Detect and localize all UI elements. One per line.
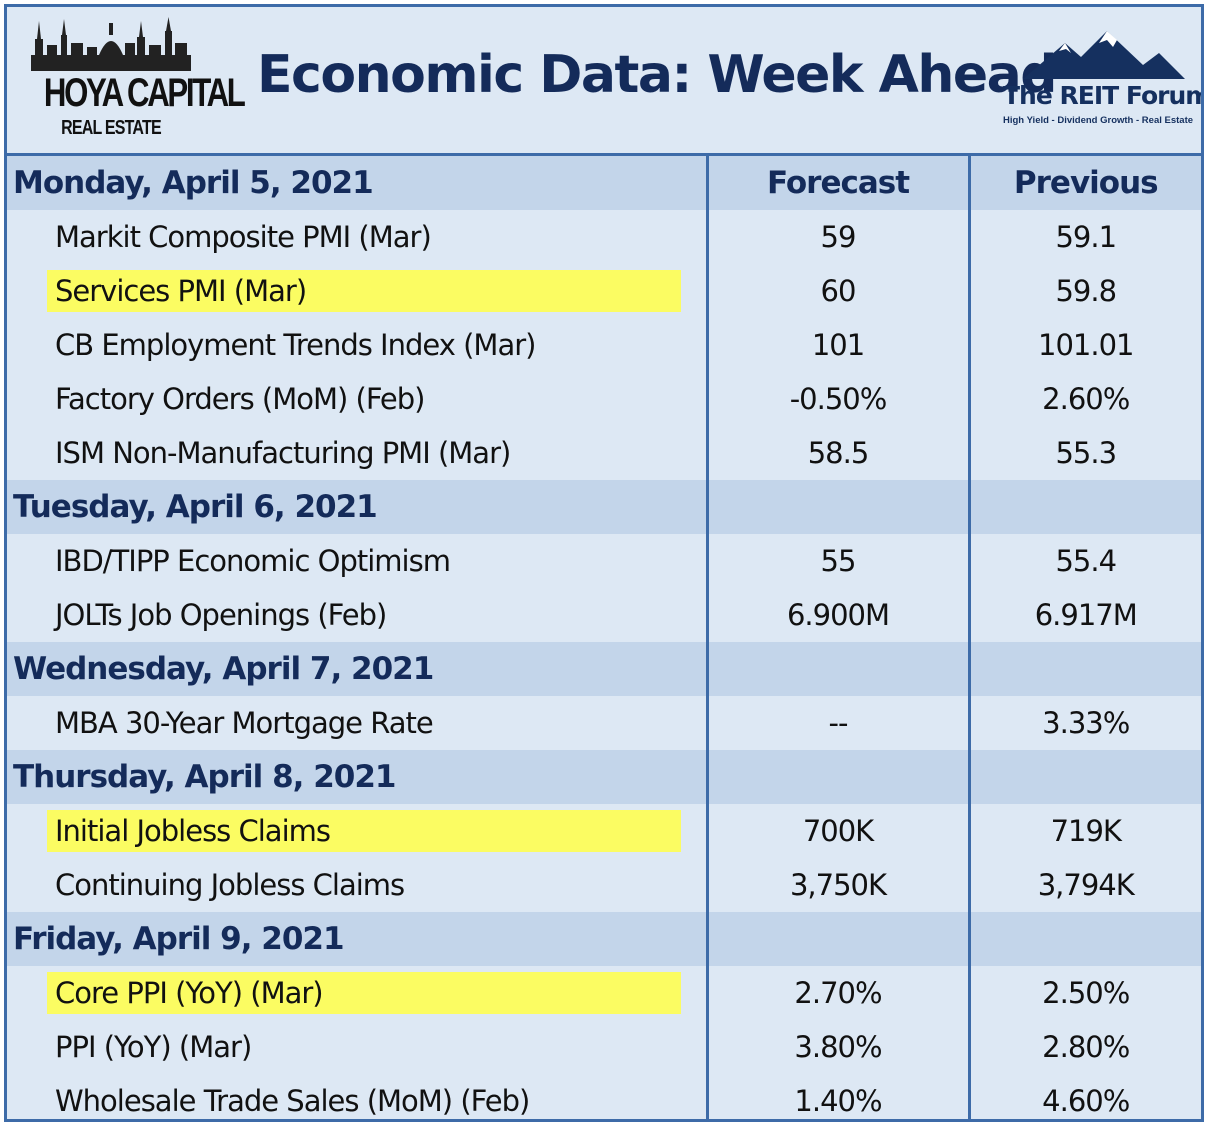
indicator-cell: CB Employment Trends Index (Mar) — [7, 318, 707, 372]
indicator-cell: Core PPI (YoY) (Mar) — [7, 966, 707, 1020]
table-row: PPI (YoY) (Mar) 3.80% 2.80% — [7, 1020, 1201, 1074]
city-skyline-icon — [31, 17, 191, 71]
indicator-cell: PPI (YoY) (Mar) — [7, 1020, 707, 1074]
forecast-value: 59 — [705, 210, 969, 264]
forecast-value: 700K — [705, 804, 969, 858]
indicator-name: IBD/TIPP Economic Optimism — [55, 544, 451, 578]
economic-calendar-card: HOYA CAPITAL REAL ESTATE Economic Data: … — [4, 4, 1204, 1122]
indicator-name: PPI (YoY) (Mar) — [55, 1030, 252, 1064]
day-label: Friday, April 9, 2021 — [7, 912, 707, 966]
indicator-cell: Wholesale Trade Sales (MoM) (Feb) — [7, 1074, 707, 1119]
hoya-capital-logo: HOYA CAPITAL REAL ESTATE — [25, 17, 246, 145]
indicator-cell: Markit Composite PMI (Mar) — [7, 210, 707, 264]
table-row: Wholesale Trade Sales (MoM) (Feb) 1.40% 4.… — [7, 1074, 1201, 1119]
forecast-value: -0.50% — [705, 372, 969, 426]
indicator-cell: Initial Jobless Claims — [7, 804, 707, 858]
indicator-name: MBA 30-Year Mortgage Rate — [55, 706, 434, 740]
page-title: Economic Data: Week Ahead — [257, 45, 1057, 105]
table-row: Services PMI (Mar) 60 59.8 — [7, 264, 1201, 318]
previous-value: 55.3 — [967, 426, 1201, 480]
day-header-empty-cell — [967, 642, 1201, 696]
indicator-name: ISM Non-Manufacturing PMI (Mar) — [55, 436, 511, 470]
day-label: Monday, April 5, 2021 — [7, 153, 707, 210]
table-row: JOLTs Job Openings (Feb) 6.900M 6.917M — [7, 588, 1201, 642]
forecast-value: -- — [705, 696, 969, 750]
indicator-name-highlighted: Services PMI (Mar) — [47, 270, 681, 312]
day-header-row: Tuesday, April 6, 2021 — [7, 480, 1201, 534]
reit-forum-name: The REIT Forum — [1003, 81, 1204, 110]
table-row: ISM Non-Manufacturing PMI (Mar) 58.5 55.3 — [7, 426, 1201, 480]
indicator-cell: Continuing Jobless Claims — [7, 858, 707, 912]
indicator-cell: IBD/TIPP Economic Optimism — [7, 534, 707, 588]
reit-forum-tagline: High Yield - Dividend Growth - Real Esta… — [1003, 115, 1194, 126]
day-header-row: Thursday, April 8, 2021 — [7, 750, 1201, 804]
indicator-cell: JOLTs Job Openings (Feb) — [7, 588, 707, 642]
day-header-empty-cell — [705, 912, 969, 966]
forecast-value: 60 — [705, 264, 969, 318]
indicator-name: Factory Orders (MoM) (Feb) — [55, 382, 425, 416]
indicator-name: Wholesale Trade Sales (MoM) (Feb) — [55, 1084, 530, 1118]
table-row: Initial Jobless Claims 700K 719K — [7, 804, 1201, 858]
previous-value: 6.917M — [967, 588, 1201, 642]
previous-value: 101.01 — [967, 318, 1201, 372]
forecast-value: 3,750K — [705, 858, 969, 912]
previous-value: 2.50% — [967, 966, 1201, 1020]
day-header-empty-cell — [967, 912, 1201, 966]
table-row: CB Employment Trends Index (Mar) 101 101.0… — [7, 318, 1201, 372]
economic-data-table: Monday, April 5, 2021 Forecast Previous Mar… — [7, 153, 1201, 1119]
indicator-cell: MBA 30-Year Mortgage Rate — [7, 696, 707, 750]
indicator-cell: ISM Non-Manufacturing PMI (Mar) — [7, 426, 707, 480]
hoya-capital-sub: REAL ESTATE — [61, 117, 161, 139]
day-header-row: Monday, April 5, 2021 Forecast Previous — [7, 153, 1201, 210]
table-row: Factory Orders (MoM) (Feb) -0.50% 2.60% — [7, 372, 1201, 426]
indicator-cell: Factory Orders (MoM) (Feb) — [7, 372, 707, 426]
previous-column-header: Previous — [967, 153, 1201, 210]
day-label: Thursday, April 8, 2021 — [7, 750, 707, 804]
day-header-empty-cell — [705, 480, 969, 534]
table-row: IBD/TIPP Economic Optimism 55 55.4 — [7, 534, 1201, 588]
previous-value: 59.1 — [967, 210, 1201, 264]
forecast-value: 3.80% — [705, 1020, 969, 1074]
indicator-name-highlighted: Initial Jobless Claims — [47, 810, 681, 852]
forecast-column-header: Forecast — [705, 153, 969, 210]
forecast-value: 58.5 — [705, 426, 969, 480]
day-header-empty-cell — [967, 750, 1201, 804]
header: HOYA CAPITAL REAL ESTATE Economic Data: … — [7, 7, 1201, 153]
table-row: Core PPI (YoY) (Mar) 2.70% 2.50% — [7, 966, 1201, 1020]
table-row: Markit Composite PMI (Mar) 59 59.1 — [7, 210, 1201, 264]
forecast-value: 55 — [705, 534, 969, 588]
previous-value: 2.60% — [967, 372, 1201, 426]
indicator-name: Markit Composite PMI (Mar) — [55, 220, 432, 254]
hoya-capital-name: HOYA CAPITAL — [43, 71, 246, 115]
day-header-row: Friday, April 9, 2021 — [7, 912, 1201, 966]
indicator-cell: Services PMI (Mar) — [7, 264, 707, 318]
day-header-empty-cell — [705, 750, 969, 804]
indicator-name: JOLTs Job Openings (Feb) — [55, 598, 387, 632]
previous-value: 59.8 — [967, 264, 1201, 318]
day-header-empty-cell — [967, 480, 1201, 534]
table-row: Continuing Jobless Claims 3,750K 3,794K — [7, 858, 1201, 912]
day-label: Wednesday, April 7, 2021 — [7, 642, 707, 696]
forecast-value: 6.900M — [705, 588, 969, 642]
previous-value: 3.33% — [967, 696, 1201, 750]
reit-forum-logo: The REIT Forum High Yield - Dividend Gro… — [1003, 29, 1204, 139]
day-header-row: Wednesday, April 7, 2021 — [7, 642, 1201, 696]
previous-value: 2.80% — [967, 1020, 1201, 1074]
mountain-icon — [1023, 31, 1185, 79]
indicator-name-highlighted: Core PPI (YoY) (Mar) — [47, 972, 681, 1014]
forecast-value: 2.70% — [705, 966, 969, 1020]
previous-value: 3,794K — [967, 858, 1201, 912]
previous-value: 55.4 — [967, 534, 1201, 588]
forecast-value: 1.40% — [705, 1074, 969, 1119]
table-row: MBA 30-Year Mortgage Rate -- 3.33% — [7, 696, 1201, 750]
previous-value: 719K — [967, 804, 1201, 858]
forecast-value: 101 — [705, 318, 969, 372]
indicator-name: CB Employment Trends Index (Mar) — [55, 328, 536, 362]
day-header-empty-cell — [705, 642, 969, 696]
indicator-name: Continuing Jobless Claims — [55, 868, 405, 902]
previous-value: 4.60% — [967, 1074, 1201, 1119]
day-label: Tuesday, April 6, 2021 — [7, 480, 707, 534]
